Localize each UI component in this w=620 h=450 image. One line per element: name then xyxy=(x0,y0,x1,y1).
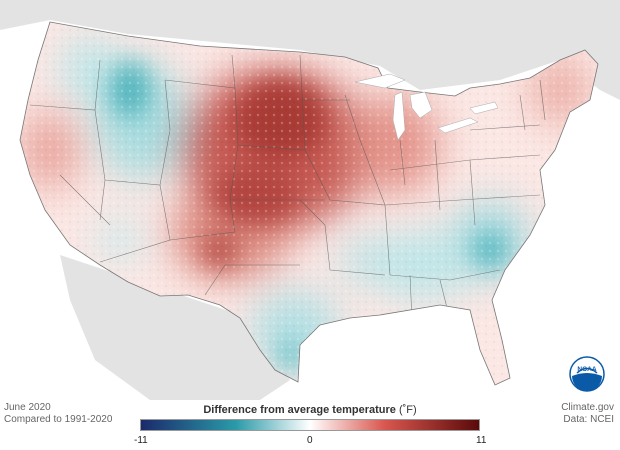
noaa-logo-text: NOAA xyxy=(577,366,596,373)
great-lakes xyxy=(354,73,499,141)
legend-mid-label: 0 xyxy=(307,435,313,446)
legend-title: Difference from average temperature xyxy=(203,404,396,416)
us-outline xyxy=(19,21,599,386)
noaa-logo: NOAA xyxy=(569,356,605,392)
temperature-anomaly-map xyxy=(0,0,620,400)
source-site: Climate.gov xyxy=(561,402,614,413)
legend-unit: (˚F) xyxy=(398,404,417,416)
canada-land xyxy=(0,0,620,100)
legend-min-label: -11 xyxy=(134,435,148,446)
legend-color-bar xyxy=(140,419,480,431)
source-data: Data: NCEI xyxy=(563,414,614,425)
legend-title-row: Difference from average temperature (˚F) xyxy=(0,404,620,416)
mexico-land xyxy=(60,255,290,400)
legend-max-label: 11 xyxy=(476,435,487,446)
map-area: NOAA xyxy=(0,0,620,400)
state-borders xyxy=(29,54,546,321)
map-date: June 2020 xyxy=(4,402,51,413)
baseline-note: Compared to 1991-2020 xyxy=(4,414,113,425)
